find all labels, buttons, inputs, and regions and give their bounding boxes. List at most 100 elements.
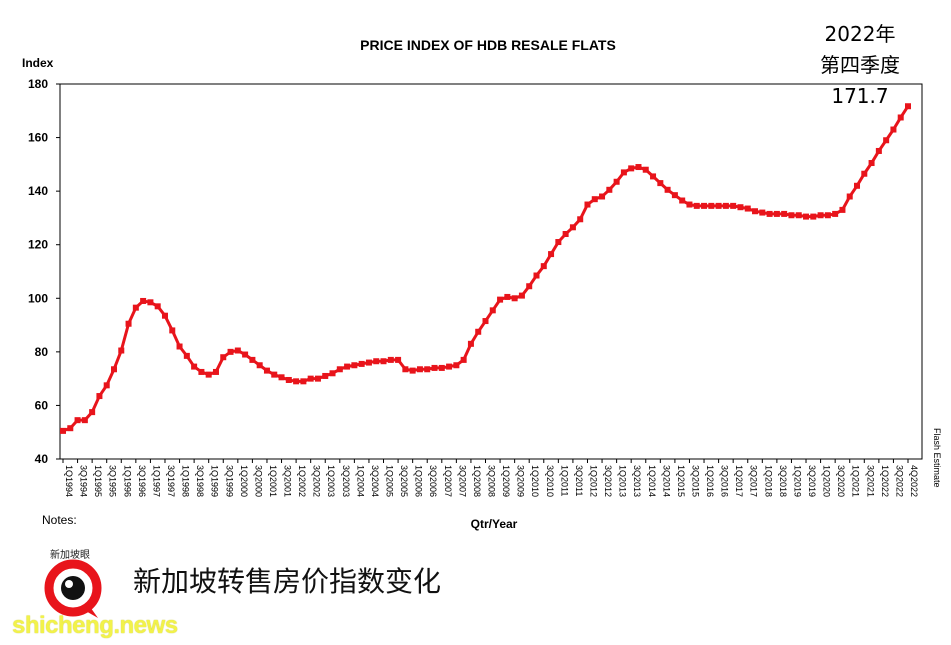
x-tick-label: 1Q1999 xyxy=(210,465,220,497)
data-point xyxy=(650,173,657,180)
data-point xyxy=(803,213,810,220)
x-tick-label: 3Q2009 xyxy=(516,465,526,497)
series-points xyxy=(60,103,911,434)
x-tick-label: 3Q1994 xyxy=(79,465,89,497)
data-point xyxy=(118,347,125,354)
data-point xyxy=(344,363,351,370)
data-point xyxy=(591,196,598,203)
data-point xyxy=(380,358,387,365)
data-point xyxy=(460,356,467,363)
data-point xyxy=(548,251,555,258)
data-point xyxy=(249,356,256,363)
x-tick-label: 1Q2022 xyxy=(880,465,890,497)
x-tick-label: 1Q2020 xyxy=(822,465,832,497)
x-tick-label: 3Q2022 xyxy=(894,465,904,497)
data-point xyxy=(205,371,212,378)
data-point xyxy=(402,366,409,373)
x-tick-label: 3Q1999 xyxy=(224,465,234,497)
data-point xyxy=(387,356,394,363)
data-point xyxy=(613,178,620,185)
data-point xyxy=(147,299,154,306)
data-point xyxy=(467,340,474,347)
data-point xyxy=(424,366,431,373)
x-tick-label: 3Q2020 xyxy=(836,465,846,497)
annotation-value: 171.7 xyxy=(831,84,888,108)
data-point xyxy=(416,366,423,373)
x-tick-label: 3Q1997 xyxy=(166,465,176,497)
data-point xyxy=(868,160,875,167)
data-point xyxy=(722,202,729,209)
x-tick-label: 3Q2007 xyxy=(457,465,467,497)
data-point xyxy=(285,376,292,383)
data-point xyxy=(817,212,824,219)
data-point xyxy=(212,368,219,375)
data-point xyxy=(453,362,460,369)
y-tick-label: 180 xyxy=(28,77,48,91)
y-tick-label: 80 xyxy=(35,345,49,359)
y-tick-label: 120 xyxy=(28,238,48,252)
data-point xyxy=(446,363,453,370)
data-point xyxy=(278,374,285,381)
data-point xyxy=(526,283,533,290)
data-point xyxy=(861,170,868,177)
data-point xyxy=(839,206,846,213)
x-tick-label: 3Q2002 xyxy=(312,465,322,497)
data-point xyxy=(89,409,96,416)
y-axis-label: Index xyxy=(22,56,54,70)
x-tick-label: 1Q1996 xyxy=(122,465,132,497)
data-point xyxy=(518,292,525,299)
x-tick-label: 1Q2007 xyxy=(443,465,453,497)
data-point xyxy=(628,165,635,172)
x-tick-label: 3Q2004 xyxy=(370,465,380,497)
data-point xyxy=(584,201,591,208)
data-point xyxy=(824,212,831,219)
data-point xyxy=(103,382,110,389)
data-point xyxy=(832,210,839,217)
data-point xyxy=(671,192,678,199)
data-point xyxy=(329,370,336,377)
data-point xyxy=(314,375,321,382)
data-point xyxy=(234,347,241,354)
data-point xyxy=(242,351,249,358)
x-tick-label: 3Q2000 xyxy=(253,465,263,497)
data-point xyxy=(897,114,904,121)
data-point xyxy=(693,202,700,209)
data-point xyxy=(759,209,766,216)
x-tick-label: 3Q2013 xyxy=(632,465,642,497)
data-point xyxy=(351,362,358,369)
x-tick-label: 1Q2015 xyxy=(676,465,686,497)
x-tick-label: 3Q2003 xyxy=(341,465,351,497)
x-tick-label: 3Q1996 xyxy=(137,465,147,497)
data-point xyxy=(533,272,540,279)
data-point xyxy=(373,358,380,365)
x-tick-label: 1Q2011 xyxy=(559,465,569,496)
data-point xyxy=(555,239,562,246)
data-point xyxy=(169,327,176,334)
x-tick-label: 1Q2002 xyxy=(297,465,307,497)
data-point xyxy=(905,103,911,110)
data-point xyxy=(701,202,708,209)
x-tick-label: 1Q2014 xyxy=(647,465,657,497)
data-point xyxy=(577,216,584,223)
x-tick-label: 3Q2021 xyxy=(865,465,875,497)
data-point xyxy=(110,366,117,373)
data-point xyxy=(220,354,227,361)
data-point xyxy=(336,366,343,373)
data-point xyxy=(497,296,504,303)
y-tick-label: 140 xyxy=(28,184,48,198)
data-point xyxy=(708,202,715,209)
data-point xyxy=(293,378,300,385)
data-point xyxy=(67,425,74,432)
data-point xyxy=(140,297,147,304)
data-point xyxy=(890,126,897,133)
y-tick-label: 160 xyxy=(28,131,48,145)
x-tick-label: 1Q1997 xyxy=(151,465,161,497)
data-point xyxy=(883,137,890,144)
data-point xyxy=(60,427,66,434)
x-tick-label: 1Q2021 xyxy=(851,465,861,497)
x-tick-label: 1Q2019 xyxy=(792,465,802,497)
x-tick-label: 3Q2017 xyxy=(749,465,759,497)
data-point xyxy=(620,169,627,176)
site-logo: 新加坡眼 xyxy=(40,546,110,626)
